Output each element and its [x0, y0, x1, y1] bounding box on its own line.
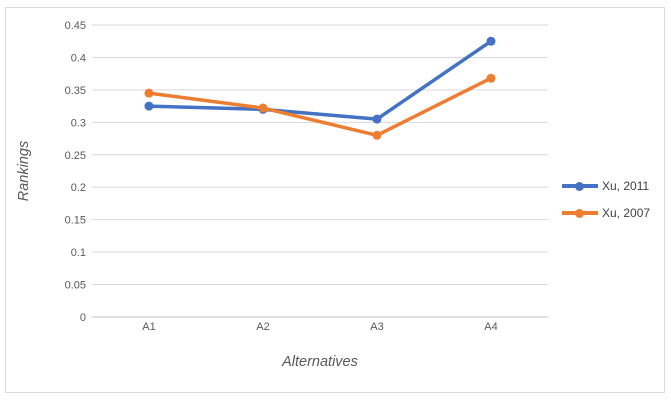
data-point [372, 130, 382, 140]
y-tick-label: 0.3 [71, 117, 86, 129]
y-axis-title: Rankings [16, 140, 32, 202]
data-point [372, 114, 382, 124]
x-axis-title: Alternatives [282, 354, 358, 370]
x-tick-label: A4 [484, 321, 497, 333]
x-tick-label: A1 [142, 321, 155, 333]
legend: Xu, 2011 Xu, 2007 [562, 179, 650, 233]
y-tick-label: 0.4 [71, 52, 86, 64]
data-point [144, 88, 154, 98]
line-chart: 0 0.05 0.1 0.15 0.2 0.25 0.3 0.35 0.4 0.45 A1 A2 A3 A… [65, 20, 548, 333]
y-tick-label: 0.25 [65, 150, 86, 162]
y-tick-label: 0.1 [71, 247, 86, 259]
x-tick-label: A2 [256, 321, 269, 333]
y-tick-label: 0.15 [65, 215, 86, 227]
chart-frame: 0 0.05 0.1 0.15 0.2 0.25 0.3 0.35 0.4 0.45 A1 A2 A3 A… [5, 7, 665, 393]
legend-label: Xu, 2007 [602, 206, 651, 220]
legend-line-marker-icon [562, 208, 598, 218]
legend-item: Xu, 2011 [562, 179, 650, 193]
y-tick-label: 0 [80, 312, 86, 324]
legend-item: Xu, 2007 [562, 206, 650, 220]
y-tick-label: 0.35 [65, 85, 86, 97]
series-line-0 [147, 39, 493, 121]
legend-label: Xu, 2011 [602, 179, 650, 193]
data-point [486, 73, 496, 83]
data-point [486, 36, 496, 46]
data-point [258, 103, 268, 113]
data-point [144, 101, 154, 111]
y-tick-label: 0.45 [65, 20, 86, 32]
y-tick-label: 0.2 [71, 182, 86, 194]
series-line-1 [147, 76, 493, 138]
legend-line-marker-icon [562, 181, 598, 191]
y-tick-label: 0.05 [65, 280, 86, 292]
x-tick-label: A3 [370, 321, 383, 333]
